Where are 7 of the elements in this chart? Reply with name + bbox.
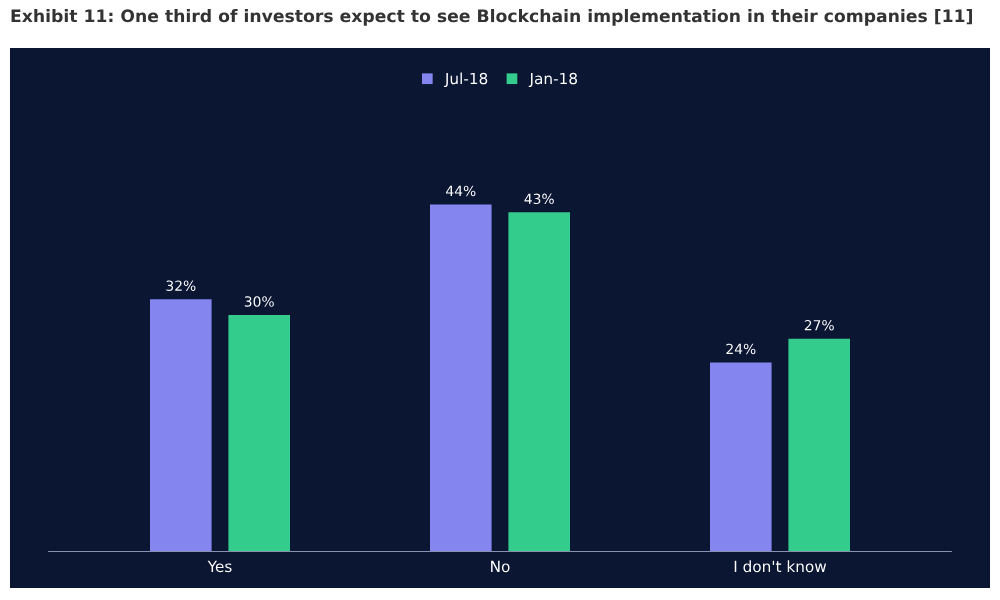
bar: [710, 362, 772, 552]
bar: [228, 315, 290, 552]
bar: [430, 204, 492, 552]
bar: [788, 338, 850, 552]
chart-title: Exhibit 11: One third of investors expect to see Blockchain implementation in their companies [11]: [11, 9, 972, 26]
bar: [508, 212, 570, 552]
bar: [150, 299, 212, 552]
